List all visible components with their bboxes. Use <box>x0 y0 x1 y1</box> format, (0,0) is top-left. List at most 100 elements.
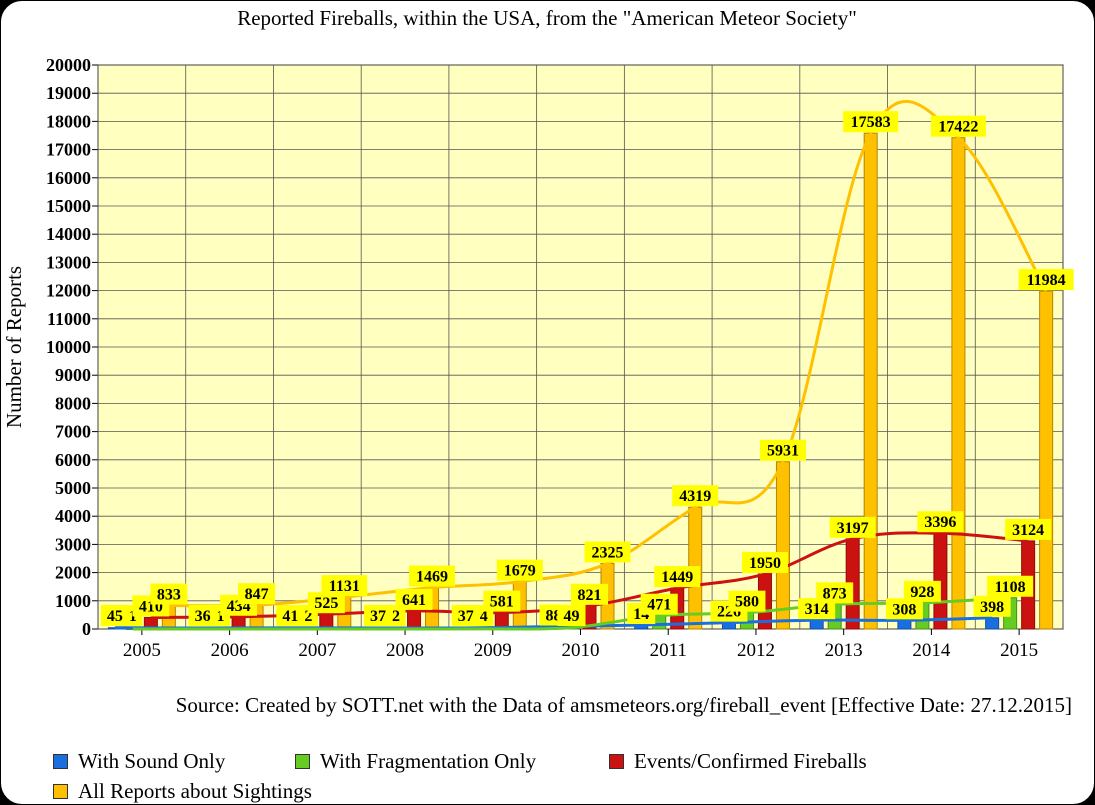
y-tick-label: 5000 <box>55 478 91 498</box>
y-tick-label: 14000 <box>46 224 91 244</box>
source-note: Source: Created by SOTT.net with the Dat… <box>175 693 1072 717</box>
data-label-box <box>584 541 631 563</box>
data-label: 37 <box>370 608 386 625</box>
data-label-box <box>100 605 129 626</box>
data-label-box <box>885 598 923 620</box>
data-label: 2325 <box>592 544 624 561</box>
y-tick-label: 0 <box>82 619 91 639</box>
data-label: 17422 <box>938 119 978 136</box>
data-label-box <box>150 583 188 605</box>
data-label: 3396 <box>924 514 956 531</box>
legend-swatch <box>53 754 68 769</box>
data-label: 3197 <box>837 520 869 537</box>
data-label-box <box>973 595 1011 617</box>
data-label: 1 <box>129 608 137 625</box>
y-tick-label: 4000 <box>55 506 91 526</box>
legend-item: Events/Confirmed Fireballs <box>609 749 867 774</box>
y-tick-label: 19000 <box>46 83 91 103</box>
y-tick-label: 2000 <box>55 563 91 583</box>
legend-swatch <box>53 784 68 799</box>
y-axis-label: Number of Reports <box>2 266 26 428</box>
x-tick-label: 2012 <box>737 640 775 661</box>
y-tick-label: 20000 <box>46 55 91 75</box>
data-label: 525 <box>314 595 338 612</box>
data-label-box <box>843 111 899 133</box>
y-tick-label: 13000 <box>46 252 91 272</box>
data-label-box <box>741 552 788 574</box>
bar-all-reports-about-sightings <box>1039 290 1054 630</box>
legend-item: With Sound Only <box>53 749 225 774</box>
chart-title: Reported Fireballs, within the USA, from… <box>237 6 857 30</box>
bar-all-reports-about-sightings <box>775 461 790 630</box>
data-label-box <box>557 605 586 626</box>
bar-all-reports-about-sightings <box>951 137 966 630</box>
data-label-box <box>451 605 480 626</box>
data-label-box <box>1018 269 1074 291</box>
legend-label: With Fragmentation Only <box>320 749 537 773</box>
data-label: 833 <box>157 587 181 604</box>
data-label-box <box>798 598 836 620</box>
legend-swatch <box>295 754 310 769</box>
data-label: 1950 <box>749 555 781 572</box>
y-tick-label: 16000 <box>46 168 91 188</box>
data-label-box <box>987 575 1034 597</box>
y-tick-label: 6000 <box>55 450 91 470</box>
x-tick-label: 2008 <box>386 640 424 661</box>
data-label-box <box>816 582 854 604</box>
data-label: 1449 <box>661 569 693 586</box>
y-tick-label: 10000 <box>46 337 91 357</box>
data-label: 2 <box>392 608 400 625</box>
data-label: 17583 <box>851 114 891 131</box>
legend-item: With Fragmentation Only <box>295 749 536 774</box>
y-tick-label: 1000 <box>55 591 91 611</box>
data-label: 821 <box>578 587 602 604</box>
data-label: 1679 <box>504 563 536 580</box>
series-line-with-fragmentation-only <box>132 596 1011 631</box>
data-label-box <box>238 583 276 605</box>
legend-label: All Reports about Sightings <box>78 779 312 803</box>
x-tick-label: 2013 <box>825 640 863 661</box>
data-label: 11984 <box>1027 272 1066 289</box>
data-label: 41 <box>282 608 298 625</box>
x-tick-label: 2009 <box>474 640 512 661</box>
data-label-box <box>728 590 766 612</box>
data-label-box <box>571 583 608 605</box>
data-label: 314 <box>805 601 829 618</box>
data-label-box <box>307 592 345 614</box>
data-label: 873 <box>823 585 847 602</box>
data-label: 37 <box>458 608 474 625</box>
y-tick-label: 9000 <box>55 365 91 385</box>
legend-swatch <box>609 754 624 769</box>
data-label-box <box>640 593 678 615</box>
data-label: 471 <box>647 597 671 614</box>
bar-events-confirmed-fireballs <box>407 610 422 630</box>
data-label-box <box>496 559 543 581</box>
data-label-box <box>395 588 433 610</box>
data-label: 49 <box>564 608 580 625</box>
data-label-box <box>188 605 217 626</box>
data-label-box <box>930 115 986 137</box>
data-label-box <box>409 565 456 587</box>
data-label: 36 <box>195 608 211 625</box>
data-label: 928 <box>910 584 934 601</box>
x-tick-label: 2015 <box>1000 640 1038 661</box>
y-tick-label: 12000 <box>46 281 91 301</box>
y-tick-label: 18000 <box>46 111 91 131</box>
data-label-box <box>1005 518 1052 540</box>
data-label: 45 <box>107 608 123 625</box>
data-label: 308 <box>892 601 916 618</box>
y-tick-label: 7000 <box>55 422 91 442</box>
data-label-box <box>483 590 521 612</box>
data-label-box <box>386 605 406 626</box>
y-tick-label: 17000 <box>46 140 91 160</box>
data-label: 2 <box>304 608 312 625</box>
legend-label: With Sound Only <box>78 749 226 773</box>
y-tick-label: 11000 <box>47 309 91 329</box>
x-tick-label: 2011 <box>650 640 687 661</box>
y-tick-label: 15000 <box>46 196 91 216</box>
data-label-box <box>364 605 393 626</box>
data-label: 4 <box>480 608 488 625</box>
data-label: 5931 <box>767 443 799 460</box>
